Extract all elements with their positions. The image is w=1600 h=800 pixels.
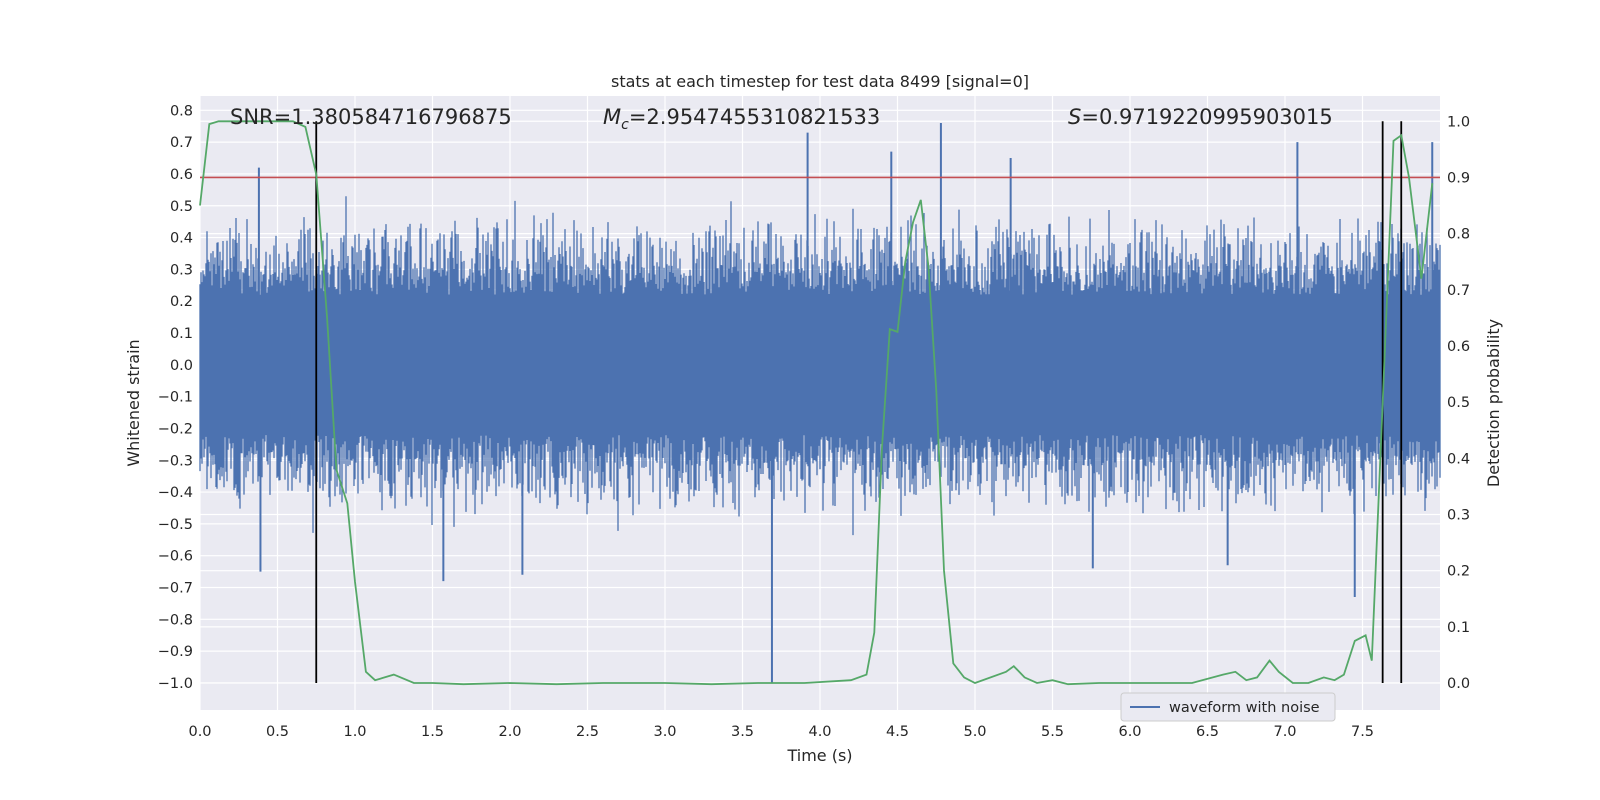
legend: waveform with noise: [1120, 692, 1336, 722]
x-tick-label: 3.5: [731, 724, 754, 740]
x-tick-label: 2.0: [498, 724, 521, 740]
x-tick-label: 6.0: [1118, 724, 1141, 740]
left-y-tick-label: 0.4: [170, 231, 193, 247]
mc-symbol: M: [603, 105, 621, 129]
x-tick-label: 3.0: [653, 724, 676, 740]
x-tick-label: 7.0: [1273, 724, 1296, 740]
waveform-series: [199, 123, 1441, 683]
x-axis-label: Time (s): [786, 746, 852, 765]
left-y-tick-label: 0.2: [170, 294, 193, 310]
waveform-trace: [199, 196, 1441, 536]
left-y-tick-label: 0.1: [170, 326, 193, 342]
right-y-tick-label: 0.0: [1447, 676, 1470, 692]
right-y-tick-label: 1.0: [1447, 114, 1470, 130]
x-tick-labels: 0.0 0.5 1.0 1.5 2.0 2.5 3.0 3.5 4.0 4.5 5.0 5.5 6.0 6…: [188, 724, 1374, 740]
right-y-axis-label: Detection probability: [1484, 319, 1503, 487]
x-tick-label: 6.5: [1196, 724, 1219, 740]
left-y-tick-label: 0.6: [170, 167, 193, 183]
left-y-tick-label: −0.6: [158, 549, 193, 565]
mc-annotation: Mc=2.9547455310821533: [603, 105, 880, 133]
snr-annotation: SNR=1.380584716796875: [230, 105, 512, 129]
x-tick-label: 0.0: [188, 724, 211, 740]
right-y-tick-label: 0.2: [1447, 564, 1470, 580]
right-y-tick-label: 0.6: [1447, 339, 1470, 355]
left-y-tick-label: 0.3: [170, 262, 193, 278]
x-tick-label: 1.5: [421, 724, 444, 740]
s-annotation: S=0.9719220995903015: [1068, 105, 1333, 129]
left-y-tick-label: −0.4: [158, 485, 193, 501]
left-y-tick-label: −0.5: [158, 517, 193, 533]
detection-probability-line: [199, 120, 1434, 686]
left-y-tick-label: −0.7: [158, 581, 193, 597]
left-y-tick-label: −0.9: [158, 644, 193, 660]
left-y-tick-label: −0.2: [158, 421, 193, 437]
x-tick-label: 7.5: [1351, 724, 1374, 740]
x-tick-label: 4.5: [886, 724, 909, 740]
right-y-tick-labels: 1.0 0.9 0.8 0.7 0.6 0.5 0.4 0.3 0.2 0.1 0.0: [1447, 114, 1470, 692]
mc-subscript: c: [621, 117, 629, 133]
legend-box: [1120, 692, 1336, 722]
legend-label: waveform with noise: [1169, 700, 1320, 716]
s-value: =0.9719220995903015: [1081, 105, 1332, 129]
right-y-tick-label: 0.1: [1447, 620, 1470, 636]
s-symbol: S: [1068, 105, 1081, 129]
right-y-tick-label: 0.5: [1447, 395, 1470, 411]
right-y-tick-label: 0.8: [1447, 227, 1470, 243]
x-tick-label: 5.0: [963, 724, 986, 740]
x-tick-label: 0.5: [266, 724, 289, 740]
left-y-tick-label: −0.8: [158, 612, 193, 628]
right-y-tick-label: 0.4: [1447, 451, 1470, 467]
mc-value: =2.9547455310821533: [629, 105, 880, 129]
x-tick-label: 1.0: [343, 724, 366, 740]
left-y-tick-label: 0.7: [170, 135, 193, 151]
left-y-axis-label: Whitened strain: [124, 339, 143, 466]
x-tick-label: 5.5: [1041, 724, 1064, 740]
left-y-tick-label: −0.3: [158, 453, 193, 469]
right-y-tick-label: 0.7: [1447, 283, 1470, 299]
left-y-tick-label: −1.0: [158, 676, 193, 692]
left-y-tick-label: 0.8: [170, 103, 193, 119]
left-y-tick-label: 0.0: [170, 358, 193, 374]
x-tick-label: 4.0: [808, 724, 831, 740]
left-y-tick-label: 0.5: [170, 199, 193, 215]
right-y-tick-label: 0.3: [1447, 508, 1470, 524]
right-y-tick-label: 0.9: [1447, 170, 1470, 186]
chart-title: stats at each timestep for test data 849…: [611, 72, 1029, 91]
left-y-tick-label: −0.1: [158, 390, 193, 406]
x-tick-label: 2.5: [576, 724, 599, 740]
left-y-tick-labels: 0.8 0.7 0.6 0.5 0.4 0.3 0.2 0.1 0.0 −0.1 −0.2 −0.3 −…: [158, 103, 193, 692]
